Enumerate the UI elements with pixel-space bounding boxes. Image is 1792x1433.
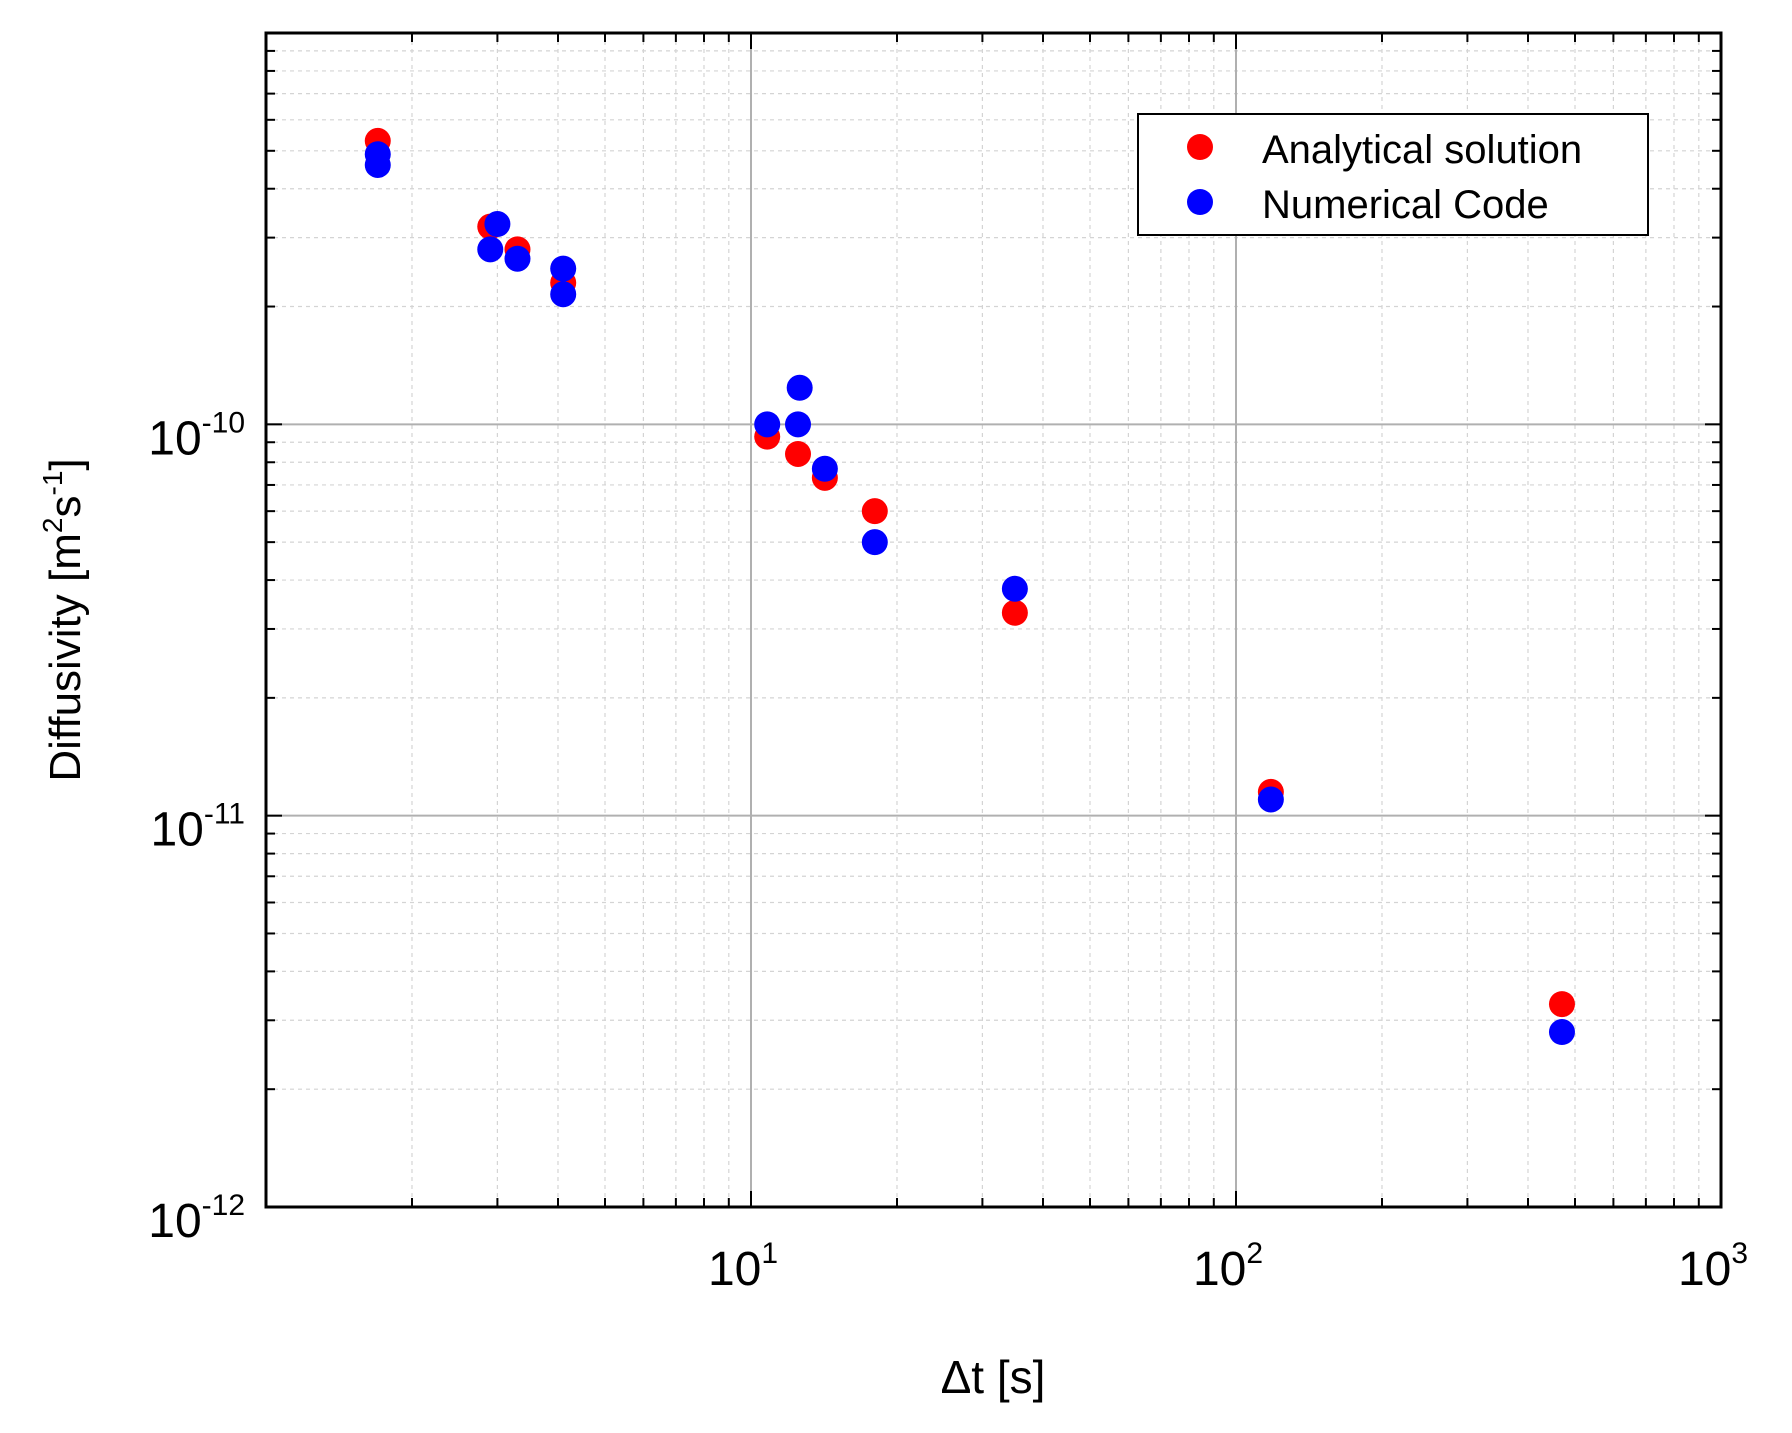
data-point bbox=[754, 411, 781, 438]
y-tick-label: 10-10 bbox=[148, 406, 245, 465]
legend-label-numerical: Numerical Code bbox=[1262, 183, 1549, 227]
legend-marker-numerical bbox=[1187, 189, 1213, 215]
data-point bbox=[484, 211, 511, 238]
data-point bbox=[504, 245, 531, 272]
legend-label-analytical: Analytical solution bbox=[1262, 128, 1582, 172]
x-tick-label: 101 bbox=[708, 1237, 778, 1296]
minor-grid bbox=[266, 33, 1721, 1207]
data-point bbox=[477, 236, 504, 263]
x-tick-label: 103 bbox=[1678, 1237, 1748, 1296]
y-axis-label: Diffusivity [m2s-1] bbox=[37, 458, 90, 781]
data-point bbox=[364, 151, 391, 178]
data-point bbox=[1001, 575, 1028, 602]
data-point bbox=[550, 281, 577, 308]
y-tick-label: 10-11 bbox=[150, 798, 245, 857]
data-point bbox=[786, 374, 813, 401]
data-points bbox=[364, 127, 1575, 1046]
data-point bbox=[861, 498, 888, 525]
x-axis-label: Δt [s] bbox=[941, 1351, 1046, 1403]
data-point bbox=[785, 411, 812, 438]
data-point bbox=[1001, 599, 1028, 626]
data-point bbox=[785, 440, 812, 467]
x-tick-label: 102 bbox=[1193, 1237, 1263, 1296]
data-point bbox=[811, 455, 838, 482]
major-grid bbox=[266, 33, 1721, 1207]
legend-marker-analytical bbox=[1187, 134, 1213, 160]
data-point bbox=[861, 529, 888, 556]
legend-box bbox=[1137, 113, 1649, 236]
series-numerical bbox=[364, 141, 1575, 1046]
data-point bbox=[550, 255, 577, 282]
legend: Analytical solution Numerical Code bbox=[1137, 113, 1649, 236]
plot-frame bbox=[264, 31, 1723, 1209]
tick-labels: 101 102 103 10-12 10-11 10-10 bbox=[148, 406, 1748, 1296]
data-point bbox=[1548, 1019, 1575, 1046]
data-point bbox=[1257, 786, 1284, 813]
y-tick-label: 10-12 bbox=[148, 1189, 245, 1248]
data-point bbox=[1548, 991, 1575, 1018]
